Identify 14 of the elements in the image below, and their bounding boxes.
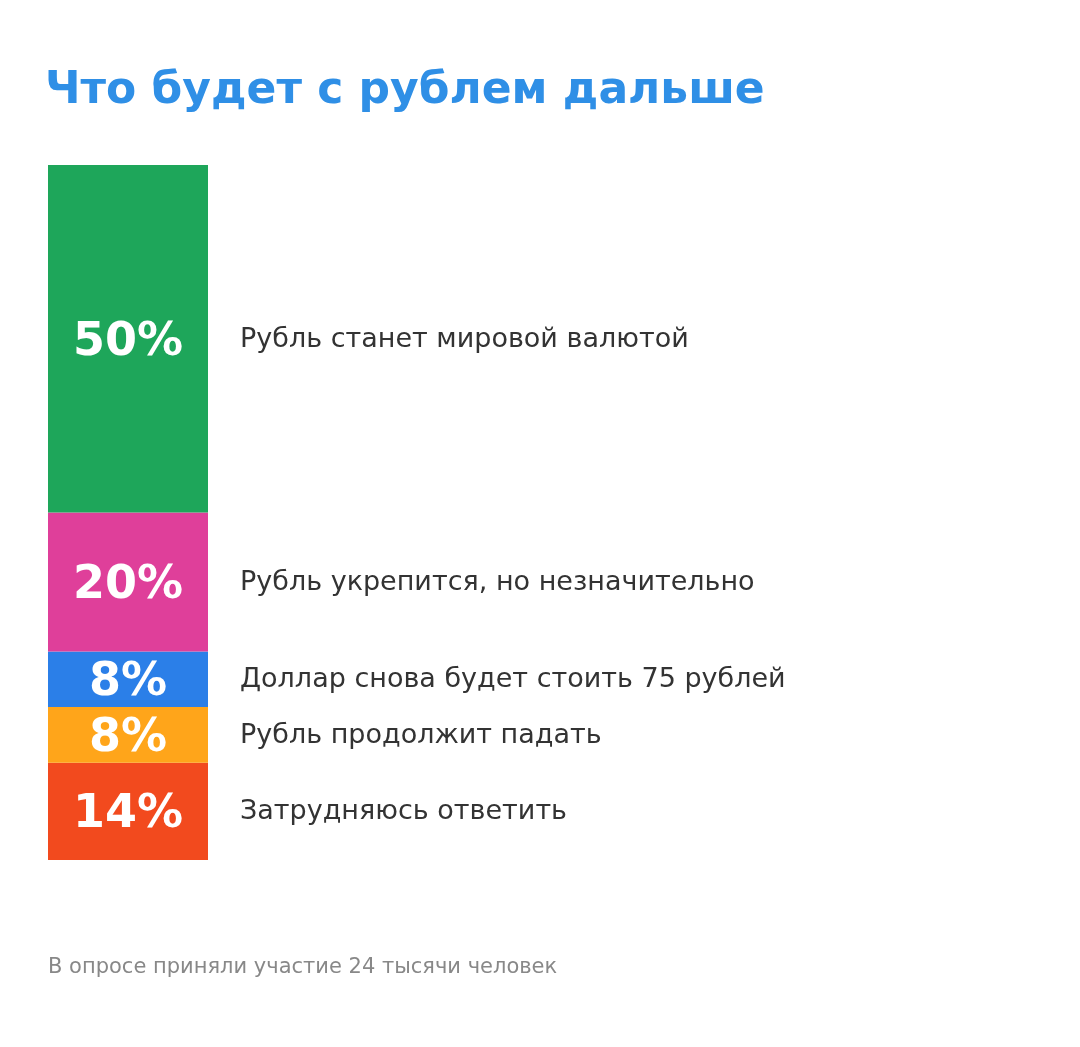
- bar: [48, 165, 208, 513]
- series-label: Рубль продолжит падать: [240, 717, 602, 749]
- series-label: Затрудняюсь ответить: [240, 794, 568, 826]
- bar: [48, 512, 208, 652]
- data-label: 20%: [72, 555, 184, 609]
- series-label: Доллар снова будет стоить 75 рублей: [240, 662, 786, 694]
- data-label: 8%: [88, 707, 168, 762]
- text: В опросе приняли участие 24 тысячи человек: [48, 953, 558, 978]
- data-label: 8%: [88, 652, 168, 707]
- data-label: 14%: [72, 784, 184, 839]
- text: Что будет с рублем дальше: [45, 61, 765, 113]
- data-label: 50%: [72, 311, 184, 366]
- series-label: Рубль станет мировой валютой: [240, 321, 689, 353]
- series-label: Рубль укрепится, но незначительно: [240, 565, 755, 596]
